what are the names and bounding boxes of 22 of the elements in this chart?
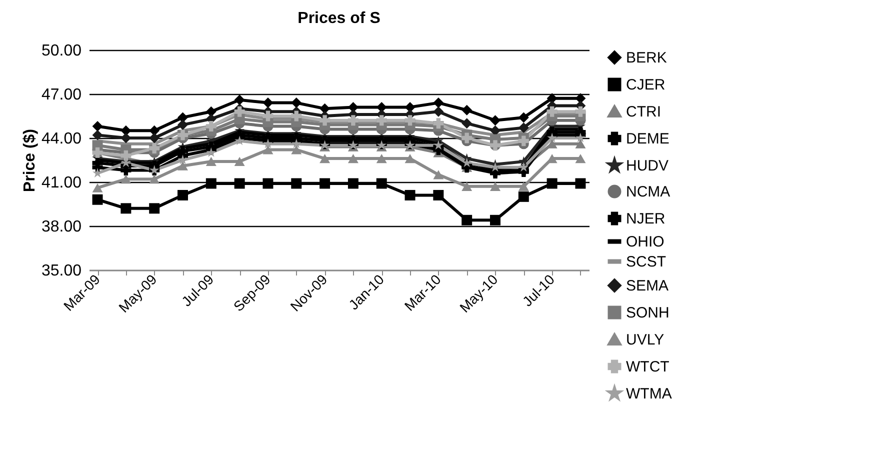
legend-label: DEME <box>626 130 670 148</box>
y-axis-title: Price ($) <box>21 128 38 192</box>
y-tick-label: 50.00 <box>41 42 82 60</box>
legend-label: BERK <box>626 50 667 66</box>
legend-label: WTMA <box>626 386 672 402</box>
y-tick-label: 35.00 <box>41 262 82 280</box>
y-tick-label: 47.00 <box>41 86 82 104</box>
legend-label: CTRI <box>626 104 661 120</box>
y-tick-label: 38.00 <box>41 218 82 236</box>
legend-label: SEMA <box>626 278 669 294</box>
legend-label: UVLY <box>626 332 664 348</box>
y-tick-label: 44.00 <box>41 130 82 148</box>
legend-label: OHIO <box>626 234 664 250</box>
chart-title: Prices of S <box>298 10 381 27</box>
legend-label: SCST <box>626 254 666 270</box>
y-tick-label: 41.00 <box>41 174 82 192</box>
legend-label: HUDV <box>626 158 669 174</box>
legend-label: NJER <box>626 210 666 228</box>
legend-label: CJER <box>626 76 666 94</box>
legend-label: WTCT <box>626 358 670 376</box>
legend-label: NCMA <box>626 184 670 200</box>
legend-label: SONH <box>626 304 670 322</box>
